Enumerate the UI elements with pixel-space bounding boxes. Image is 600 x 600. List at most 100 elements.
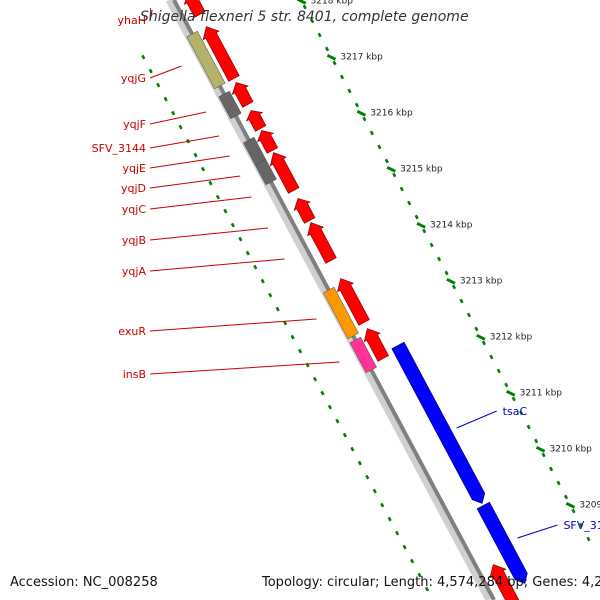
outer-tick-ring <box>407 200 412 206</box>
inner-tick-ring <box>424 586 430 592</box>
outer-tick-ring <box>563 494 569 500</box>
kbp-tick-mark <box>535 445 546 453</box>
outer-tick-ring <box>384 158 389 164</box>
inner-tick-ring <box>402 544 407 550</box>
outer-tick-ring <box>526 424 531 430</box>
inner-tick-ring <box>260 278 265 284</box>
forward-gene-arrow <box>256 130 279 154</box>
outer-tick-ring <box>325 46 330 52</box>
reverse-gene-leader-line <box>456 410 497 429</box>
inner-tick-ring <box>275 306 280 312</box>
cog-category-box <box>323 286 359 340</box>
topology-text: Topology: circular; Length: 4,574,284 bp… <box>262 575 600 590</box>
kbp-tick-label: 3217 kbp <box>340 52 383 62</box>
inner-tick-ring <box>163 96 168 102</box>
kbp-tick-mark <box>505 389 516 397</box>
outer-tick-ring <box>541 452 546 458</box>
kbp-tick-mark <box>356 109 367 117</box>
forward-gene-label: exuR <box>118 325 146 338</box>
inner-tick-ring <box>156 82 161 88</box>
forward-gene-arrow <box>202 26 240 82</box>
cog-category-box <box>186 30 226 90</box>
cog-category-box <box>349 336 377 374</box>
inner-tick-ring <box>230 222 235 228</box>
kbp-tick-label: 3210 kbp <box>549 444 592 454</box>
inner-tick-ring <box>238 236 243 242</box>
forward-gene-leader-line <box>149 135 220 149</box>
reverse-gene-label: tsaC <box>503 405 528 418</box>
forward-gene-leader-line <box>149 7 152 21</box>
outer-tick-ring <box>474 326 479 332</box>
outer-tick-ring <box>511 396 516 402</box>
inner-tick-ring <box>283 320 288 326</box>
outer-tick-ring <box>422 228 427 234</box>
inner-tick-ring <box>357 460 362 466</box>
forward-gene-arrow <box>245 110 267 132</box>
outer-tick-ring <box>489 354 494 360</box>
kbp-tick-label: 3212 kbp <box>490 332 533 342</box>
kbp-tick-label: 3214 kbp <box>430 220 473 230</box>
outer-tick-ring <box>519 410 524 416</box>
kbp-tick-label: 3216 kbp <box>370 108 413 118</box>
inner-tick-ring <box>193 152 198 158</box>
outer-tick-ring <box>549 466 554 472</box>
forward-gene-label: yqjD <box>121 182 146 195</box>
kbp-tick-label: 3215 kbp <box>400 164 443 174</box>
outer-tick-ring <box>466 312 472 318</box>
outer-tick-ring <box>392 172 397 178</box>
forward-gene-arrow <box>337 278 370 326</box>
kbp-tick-mark <box>416 221 426 229</box>
outer-tick-ring <box>362 116 367 122</box>
kbp-tick-mark <box>476 333 486 341</box>
inner-tick-ring <box>141 54 146 60</box>
outer-tick-ring <box>556 480 561 486</box>
forward-gene-label: yqjC <box>122 203 147 216</box>
inner-tick-ring <box>171 110 176 116</box>
forward-gene-arrow <box>307 222 337 264</box>
kbp-tick-mark <box>296 0 307 5</box>
inner-tick-ring <box>350 446 355 452</box>
accession-text: Accession: NC_008258 <box>10 575 158 590</box>
outer-tick-ring <box>504 382 509 388</box>
inner-tick-ring <box>200 166 206 172</box>
outer-tick-ring <box>578 522 584 528</box>
outer-tick-ring <box>399 186 404 192</box>
outer-tick-ring <box>414 214 419 220</box>
inner-tick-ring <box>312 376 318 382</box>
kbp-tick-mark <box>446 277 456 285</box>
inner-tick-ring <box>380 502 385 508</box>
kbp-tick-mark <box>386 165 396 173</box>
forward-gene-arrow <box>183 0 206 18</box>
outer-tick-ring <box>377 144 382 150</box>
kbp-tick-label: 3213 kbp <box>460 276 503 286</box>
forward-gene-leader-line <box>149 196 252 210</box>
inner-tick-ring <box>253 264 258 270</box>
forward-gene-arrow <box>293 198 316 224</box>
inner-tick-ring <box>208 180 213 186</box>
outer-tick-ring <box>437 256 442 262</box>
kbp-tick-label: 3211 kbp <box>520 388 563 398</box>
outer-tick-ring <box>481 340 486 346</box>
kbp-tick-label: 3218 kbp <box>311 0 354 6</box>
kbp-tick-label: 3209 kbp <box>579 500 600 510</box>
inner-tick-ring <box>290 334 295 340</box>
outer-tick-ring <box>302 4 307 10</box>
outer-tick-ring <box>317 32 322 38</box>
reverse-gene-leader-line <box>517 524 558 539</box>
inner-tick-ring <box>245 250 250 256</box>
outer-tick-ring <box>332 60 337 66</box>
forward-gene-leader-line <box>149 361 340 375</box>
forward-gene-label: yqjE <box>123 162 147 175</box>
outer-tick-ring <box>339 74 345 80</box>
forward-gene-leader-line <box>149 111 207 125</box>
outer-tick-ring <box>451 284 457 290</box>
forward-gene-leader-line <box>149 65 182 79</box>
forward-gene-label: yqjA <box>122 265 147 278</box>
cog-category-box <box>254 158 277 186</box>
forward-gene-label: insB <box>123 368 146 381</box>
outer-tick-ring <box>534 438 539 444</box>
outer-tick-ring <box>586 536 591 542</box>
inner-tick-ring <box>298 348 303 354</box>
